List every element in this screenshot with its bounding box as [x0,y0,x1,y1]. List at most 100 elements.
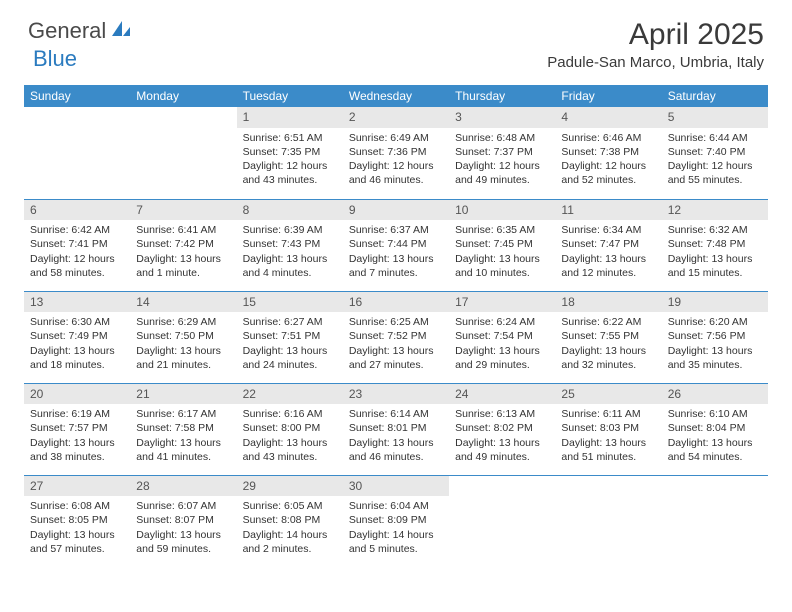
sunset-line: Sunset: 7:42 PM [136,237,230,251]
day-data: Sunrise: 6:42 AMSunset: 7:41 PMDaylight:… [24,220,130,284]
calendar-body: 1Sunrise: 6:51 AMSunset: 7:35 PMDaylight… [24,107,768,567]
sunrise-line: Sunrise: 6:10 AM [668,407,762,421]
day-number: 8 [237,200,343,221]
day-data: Sunrise: 6:07 AMSunset: 8:07 PMDaylight:… [130,496,236,560]
sunset-line: Sunset: 7:36 PM [349,145,443,159]
calendar-cell: 23Sunrise: 6:14 AMSunset: 8:01 PMDayligh… [343,383,449,475]
day-data: Sunrise: 6:11 AMSunset: 8:03 PMDaylight:… [555,404,661,468]
daylight-line: Daylight: 13 hours and 51 minutes. [561,436,655,464]
day-data: Sunrise: 6:14 AMSunset: 8:01 PMDaylight:… [343,404,449,468]
daylight-line: Daylight: 13 hours and 4 minutes. [243,252,337,280]
daylight-line: Daylight: 13 hours and 38 minutes. [30,436,124,464]
sunrise-line: Sunrise: 6:44 AM [668,131,762,145]
calendar-cell: 9Sunrise: 6:37 AMSunset: 7:44 PMDaylight… [343,199,449,291]
day-data: Sunrise: 6:39 AMSunset: 7:43 PMDaylight:… [237,220,343,284]
day-number: 21 [130,384,236,405]
sunset-line: Sunset: 7:41 PM [30,237,124,251]
daylight-line: Daylight: 13 hours and 27 minutes. [349,344,443,372]
day-number: 27 [24,476,130,497]
sunrise-line: Sunrise: 6:35 AM [455,223,549,237]
sunrise-line: Sunrise: 6:16 AM [243,407,337,421]
sunset-line: Sunset: 8:04 PM [668,421,762,435]
daylight-line: Daylight: 12 hours and 58 minutes. [30,252,124,280]
sunset-line: Sunset: 7:50 PM [136,329,230,343]
day-data: Sunrise: 6:35 AMSunset: 7:45 PMDaylight:… [449,220,555,284]
day-number: 24 [449,384,555,405]
sunrise-line: Sunrise: 6:37 AM [349,223,443,237]
sunrise-line: Sunrise: 6:08 AM [30,499,124,513]
day-number: 6 [24,200,130,221]
sunrise-line: Sunrise: 6:11 AM [561,407,655,421]
weekday-header: Tuesday [237,85,343,107]
day-number: 11 [555,200,661,221]
calendar-cell: 28Sunrise: 6:07 AMSunset: 8:07 PMDayligh… [130,475,236,567]
sunset-line: Sunset: 7:37 PM [455,145,549,159]
day-data: Sunrise: 6:24 AMSunset: 7:54 PMDaylight:… [449,312,555,376]
calendar-cell: 5Sunrise: 6:44 AMSunset: 7:40 PMDaylight… [662,107,768,199]
calendar-cell: 27Sunrise: 6:08 AMSunset: 8:05 PMDayligh… [24,475,130,567]
sunrise-line: Sunrise: 6:27 AM [243,315,337,329]
calendar-cell: 1Sunrise: 6:51 AMSunset: 7:35 PMDaylight… [237,107,343,199]
day-data: Sunrise: 6:41 AMSunset: 7:42 PMDaylight:… [130,220,236,284]
day-number: 4 [555,107,661,128]
day-data: Sunrise: 6:46 AMSunset: 7:38 PMDaylight:… [555,128,661,192]
sunset-line: Sunset: 7:35 PM [243,145,337,159]
day-data: Sunrise: 6:22 AMSunset: 7:55 PMDaylight:… [555,312,661,376]
day-number: 26 [662,384,768,405]
sunset-line: Sunset: 7:52 PM [349,329,443,343]
day-number: 19 [662,292,768,313]
calendar-cell-empty [24,107,130,199]
sunrise-line: Sunrise: 6:05 AM [243,499,337,513]
sunrise-line: Sunrise: 6:04 AM [349,499,443,513]
sunrise-line: Sunrise: 6:30 AM [30,315,124,329]
day-number: 20 [24,384,130,405]
calendar-cell-empty [130,107,236,199]
daylight-line: Daylight: 12 hours and 43 minutes. [243,159,337,187]
calendar-cell-empty [449,475,555,567]
daylight-line: Daylight: 13 hours and 18 minutes. [30,344,124,372]
sunrise-line: Sunrise: 6:49 AM [349,131,443,145]
calendar-cell: 19Sunrise: 6:20 AMSunset: 7:56 PMDayligh… [662,291,768,383]
day-number: 16 [343,292,449,313]
daylight-line: Daylight: 13 hours and 41 minutes. [136,436,230,464]
day-data: Sunrise: 6:34 AMSunset: 7:47 PMDaylight:… [555,220,661,284]
sunset-line: Sunset: 7:48 PM [668,237,762,251]
calendar-cell: 22Sunrise: 6:16 AMSunset: 8:00 PMDayligh… [237,383,343,475]
sunrise-line: Sunrise: 6:13 AM [455,407,549,421]
day-number: 28 [130,476,236,497]
sunrise-line: Sunrise: 6:17 AM [136,407,230,421]
day-number: 30 [343,476,449,497]
sunset-line: Sunset: 8:03 PM [561,421,655,435]
location-text: Padule-San Marco, Umbria, Italy [547,54,764,71]
day-data: Sunrise: 6:27 AMSunset: 7:51 PMDaylight:… [237,312,343,376]
sunrise-line: Sunrise: 6:07 AM [136,499,230,513]
day-number: 10 [449,200,555,221]
logo-text-blue: Blue [33,46,77,71]
day-number: 23 [343,384,449,405]
header-right: April 2025 Padule-San Marco, Umbria, Ita… [547,18,764,71]
weekday-header: Monday [130,85,236,107]
day-data: Sunrise: 6:49 AMSunset: 7:36 PMDaylight:… [343,128,449,192]
logo-blue-wrap: Blue [33,46,77,72]
day-number: 7 [130,200,236,221]
day-data: Sunrise: 6:30 AMSunset: 7:49 PMDaylight:… [24,312,130,376]
sunset-line: Sunset: 8:05 PM [30,513,124,527]
sunset-line: Sunset: 8:09 PM [349,513,443,527]
calendar-cell: 13Sunrise: 6:30 AMSunset: 7:49 PMDayligh… [24,291,130,383]
sunset-line: Sunset: 7:38 PM [561,145,655,159]
calendar-cell: 17Sunrise: 6:24 AMSunset: 7:54 PMDayligh… [449,291,555,383]
calendar-table: SundayMondayTuesdayWednesdayThursdayFrid… [24,85,768,567]
calendar-cell: 3Sunrise: 6:48 AMSunset: 7:37 PMDaylight… [449,107,555,199]
sunset-line: Sunset: 8:00 PM [243,421,337,435]
sunset-line: Sunset: 7:43 PM [243,237,337,251]
calendar-cell: 12Sunrise: 6:32 AMSunset: 7:48 PMDayligh… [662,199,768,291]
day-number: 14 [130,292,236,313]
calendar-row: 20Sunrise: 6:19 AMSunset: 7:57 PMDayligh… [24,383,768,475]
sunset-line: Sunset: 7:47 PM [561,237,655,251]
daylight-line: Daylight: 13 hours and 10 minutes. [455,252,549,280]
calendar-head: SundayMondayTuesdayWednesdayThursdayFrid… [24,85,768,107]
sunrise-line: Sunrise: 6:34 AM [561,223,655,237]
daylight-line: Daylight: 13 hours and 59 minutes. [136,528,230,556]
sunset-line: Sunset: 7:44 PM [349,237,443,251]
logo-text-general: General [28,18,106,44]
